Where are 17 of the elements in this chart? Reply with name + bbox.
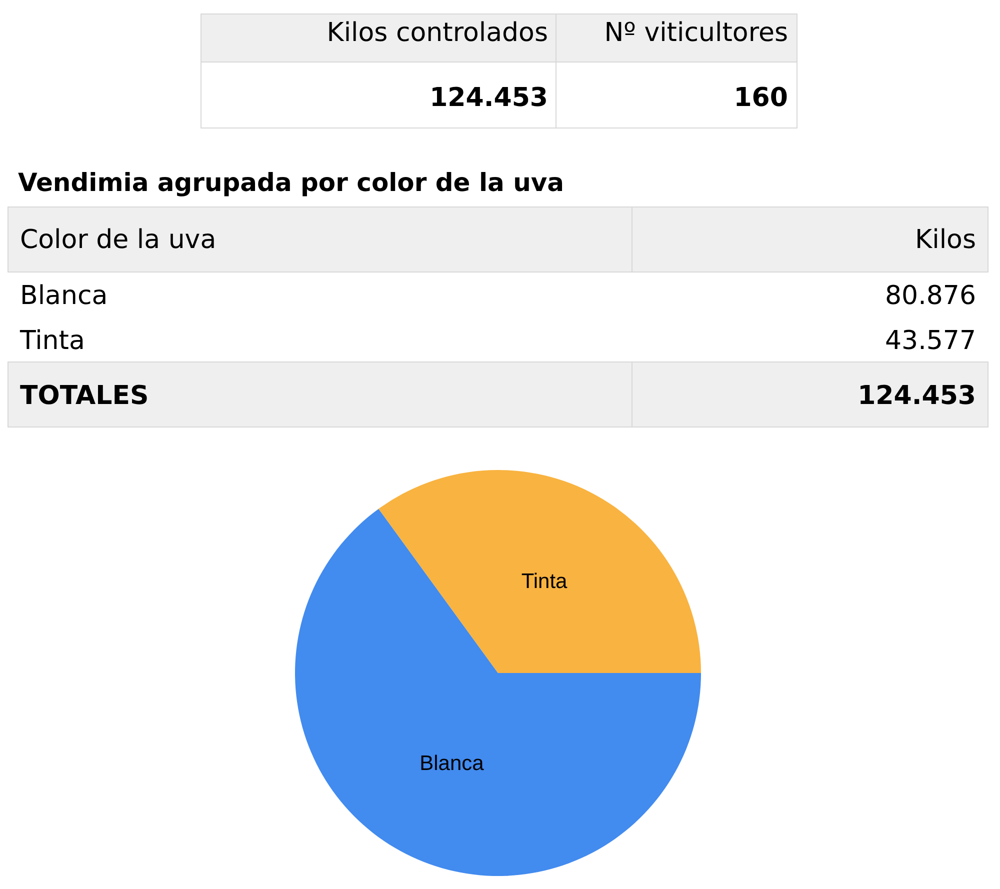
slice-label: Blanca — [420, 752, 484, 775]
text: Nº viticultores — [604, 18, 788, 48]
chart-title: Vendimia agrupada por color de la uva — [18, 168, 564, 197]
text: 80.876 — [885, 281, 976, 311]
text: 160 — [734, 83, 788, 113]
text: Color de la uva — [20, 225, 216, 255]
text: 124.453 — [858, 381, 976, 411]
slice-label: Tinta — [521, 570, 568, 594]
pie-slice — [378, 470, 701, 673]
text: TOTALES — [20, 381, 149, 411]
text: 124.453 — [430, 83, 548, 113]
text: Kilos — [915, 225, 976, 255]
text: Tinta — [19, 326, 85, 356]
pie-slice — [295, 508, 701, 876]
text: Kilos controlados — [326, 18, 548, 48]
text: Blanca — [20, 281, 108, 311]
text: 43.577 — [885, 326, 976, 356]
